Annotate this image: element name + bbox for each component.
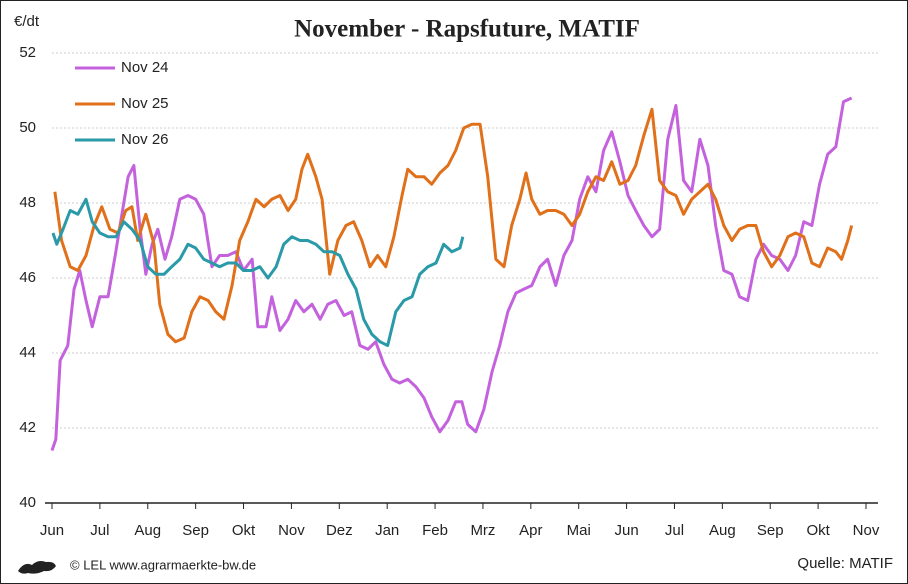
y-tick-label: 48 — [19, 194, 36, 211]
x-tick-label: Jul — [665, 522, 684, 539]
footer-left: © LEL www.agrarmaerkte-bw.de — [70, 557, 256, 572]
x-tick-label: Nov — [853, 522, 880, 539]
line-series — [50, 96, 853, 451]
x-tick-label: Aug — [709, 522, 736, 539]
legend-label: Nov 26 — [121, 131, 169, 148]
y-tick-label: 52 — [19, 44, 36, 61]
y-tick-label: 44 — [19, 344, 36, 361]
line-series — [51, 197, 465, 347]
x-tick-label: Mai — [567, 522, 591, 539]
x-tick-label: Sep — [757, 522, 784, 539]
y-tick-label: 50 — [19, 119, 36, 136]
legend-label: Nov 25 — [121, 95, 169, 112]
x-tick-label: Jun — [614, 522, 638, 539]
x-tick-label: Aug — [134, 522, 161, 539]
x-tick-label: Feb — [422, 522, 448, 539]
chart-title: November - Rapsfuture, MATIF — [294, 16, 640, 43]
x-tick-label: Okt — [232, 522, 256, 539]
x-tick-label: Jun — [40, 522, 64, 539]
x-tick-label: Apr — [519, 522, 542, 539]
footer-right: Quelle: MATIF — [797, 555, 893, 572]
y-tick-label: 40 — [19, 494, 36, 511]
x-tick-label: Mrz — [470, 522, 495, 539]
x-tick-label: Jan — [375, 522, 399, 539]
x-tick-label: Dez — [326, 522, 353, 539]
x-tick-label: Okt — [806, 522, 830, 539]
x-tick-label: Jul — [90, 522, 109, 539]
logo — [18, 561, 56, 574]
x-tick-label: Nov — [278, 522, 305, 539]
y-tick-label: 46 — [19, 269, 36, 286]
line-series — [53, 107, 854, 344]
y-axis-label: €/dt — [14, 13, 40, 30]
y-tick-label: 42 — [19, 419, 36, 436]
legend-label: Nov 24 — [121, 59, 169, 76]
x-tick-label: Sep — [182, 522, 209, 539]
